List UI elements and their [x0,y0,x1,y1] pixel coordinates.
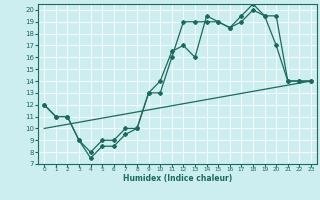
X-axis label: Humidex (Indice chaleur): Humidex (Indice chaleur) [123,174,232,183]
